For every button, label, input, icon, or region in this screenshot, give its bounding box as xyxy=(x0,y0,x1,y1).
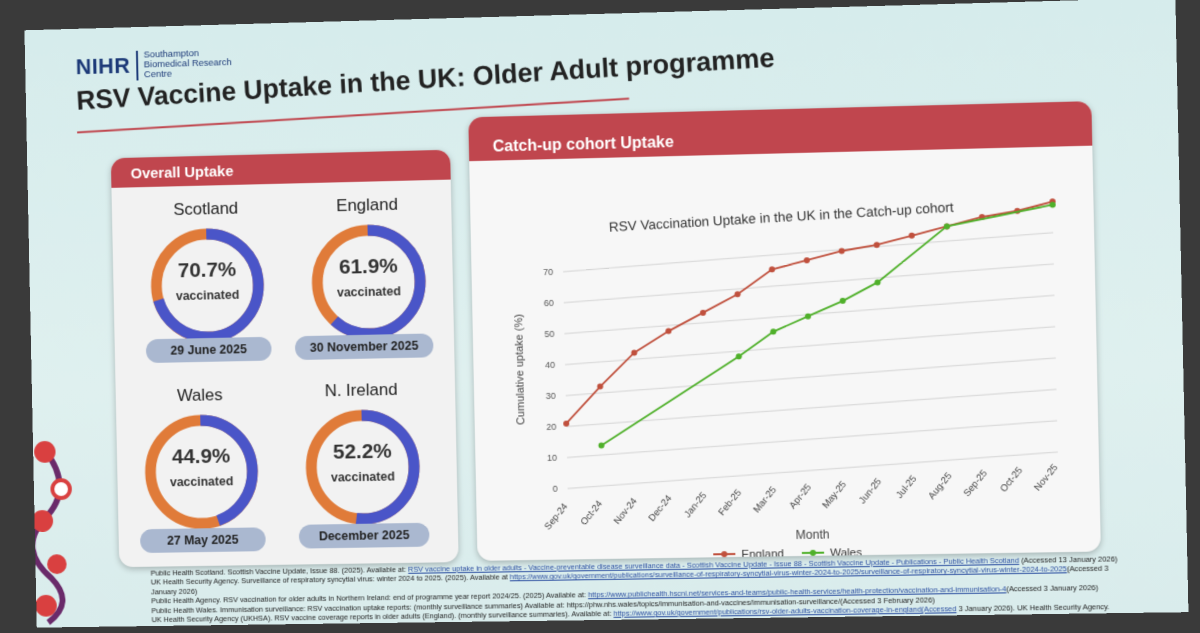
donut-label: vaccinated xyxy=(303,469,424,485)
date-badge-england: 30 November 2025 xyxy=(295,333,434,360)
y-tick-label: 10 xyxy=(547,453,557,463)
y-tick-label: 20 xyxy=(546,422,556,432)
x-tick-label: Apr-25 xyxy=(786,481,813,510)
donut-percent: 61.9% xyxy=(308,254,429,281)
region-name: England xyxy=(300,194,435,217)
date-badge-northern-ireland: December 2025 xyxy=(299,523,430,549)
donut-percent: 44.9% xyxy=(141,444,261,470)
region-name: Scotland xyxy=(139,198,273,221)
x-tick-label: Jul-25 xyxy=(893,473,918,500)
y-tick-label: 50 xyxy=(544,329,554,339)
region-name: N. Ireland xyxy=(294,379,429,401)
gridline xyxy=(566,421,1057,458)
donut-scotland: Scotland 70.7% vaccinated xyxy=(139,198,275,347)
data-point-england xyxy=(909,233,915,239)
donut-northern-ireland: N. Ireland 52.2% vaccinated xyxy=(294,379,431,528)
x-tick-label: Oct-24 xyxy=(578,498,604,527)
x-tick-label: Oct-25 xyxy=(997,464,1024,493)
overall-uptake-panel: Overall Uptake Scotland 70.7% vaccinated… xyxy=(111,150,459,567)
gridline xyxy=(567,452,1058,489)
x-tick-label: Feb-25 xyxy=(716,487,744,517)
x-tick-label: Mar-25 xyxy=(751,484,779,514)
data-point-england xyxy=(804,257,810,263)
y-tick-label: 0 xyxy=(553,484,558,494)
donut-label: vaccinated xyxy=(148,287,268,303)
presentation-slide: NIHR Southampton Biomedical Research Cen… xyxy=(24,0,1188,628)
date-badge-scotland: 29 June 2025 xyxy=(146,337,272,363)
donut-ring: 61.9% vaccinated xyxy=(307,220,430,344)
logo-text: Southampton Biomedical Research Centre xyxy=(144,48,232,80)
x-tick-label: May-25 xyxy=(819,479,848,511)
y-axis-label: Cumulative uptake (%) xyxy=(513,314,527,425)
donut-ring: 52.2% vaccinated xyxy=(301,405,424,528)
series-line-wales xyxy=(597,205,1058,446)
logo-mark: NIHR xyxy=(76,53,131,80)
donut-england: England 61.9% vaccinated xyxy=(300,194,437,344)
gridline xyxy=(563,264,1054,303)
donut-percent: 52.2% xyxy=(302,439,423,465)
x-tick-label: Jan-25 xyxy=(682,490,709,520)
overall-uptake-header: Overall Uptake xyxy=(111,150,451,188)
x-tick-label: Jun-25 xyxy=(856,476,883,506)
date-badge-wales: 27 May 2025 xyxy=(140,527,266,553)
gridline xyxy=(565,358,1056,396)
y-tick-label: 70 xyxy=(543,267,553,277)
donut-wales: Wales 44.9% vaccinated xyxy=(133,384,269,533)
donut-percent: 70.7% xyxy=(147,257,267,283)
reference-accessed: (Accessed 3 xyxy=(1067,564,1109,574)
reference-text: January 2026) xyxy=(151,587,197,597)
legend-marker xyxy=(810,550,816,556)
chart-title: RSV Vaccination Uptake in the UK in the … xyxy=(609,200,955,235)
y-tick-label: 30 xyxy=(546,391,556,401)
reference-accessed: (Accessed 3 January 2026) xyxy=(1006,583,1098,593)
donut-ring: 44.9% vaccinated xyxy=(140,410,262,533)
donut-ring: 70.7% vaccinated xyxy=(146,224,268,347)
region-name: Wales xyxy=(133,384,267,406)
x-tick-label: Sep-24 xyxy=(542,501,570,532)
legend-marker xyxy=(721,551,727,557)
x-tick-label: Nov-24 xyxy=(611,495,639,526)
x-tick-label: Nov-25 xyxy=(1031,462,1059,493)
donut-label: vaccinated xyxy=(309,284,430,301)
gridline xyxy=(563,233,1054,272)
donut-label: vaccinated xyxy=(142,474,262,490)
reference-accessed: 3 January 2026). UK Health Security Agen… xyxy=(956,602,1109,613)
uptake-line-chart: RSV Vaccination Uptake in the UK in the … xyxy=(469,146,1101,561)
x-tick-label: Sep-25 xyxy=(961,467,989,498)
catch-up-cohort-panel: Catch-up cohort Uptake RSV Vaccination U… xyxy=(468,101,1101,561)
gridline xyxy=(564,327,1055,365)
x-tick-label: Aug-25 xyxy=(925,470,953,501)
y-tick-label: 60 xyxy=(544,298,554,308)
x-axis-label: Month xyxy=(796,527,830,542)
logo-separator xyxy=(136,51,139,81)
molecule-decoration xyxy=(24,440,77,628)
y-tick-label: 40 xyxy=(545,360,555,370)
x-tick-label: Dec-24 xyxy=(646,493,674,524)
